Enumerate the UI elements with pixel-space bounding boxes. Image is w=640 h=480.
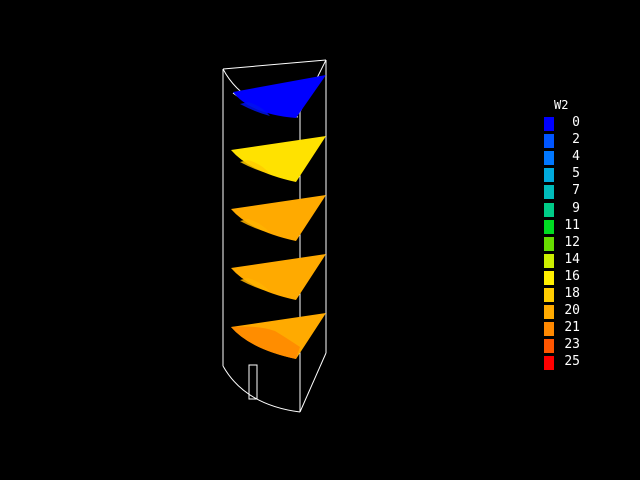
- legend-value: 12: [564, 234, 580, 250]
- legend-value: 11: [564, 217, 580, 233]
- legend-value: 2: [572, 132, 580, 148]
- legend-swatch: [544, 253, 554, 268]
- legend-entry: 23: [540, 337, 600, 354]
- slice-fill: [231, 254, 326, 300]
- slice-accent: [240, 102, 270, 116]
- slice-lower: [231, 254, 326, 300]
- legend-entry: 4: [540, 149, 600, 166]
- slice-fill: [233, 75, 326, 118]
- legend-swatch: [544, 356, 554, 371]
- legend-swatch: [544, 151, 554, 166]
- legend-entry: 12: [540, 235, 600, 252]
- slice-top: [233, 75, 326, 118]
- slice-middle: [231, 195, 326, 241]
- legend-value: 7: [572, 183, 580, 199]
- legend-value: 9: [572, 200, 580, 216]
- legend-entry: 16: [540, 269, 600, 286]
- legend-swatch: [544, 219, 554, 234]
- legend-value: 14: [564, 251, 580, 267]
- legend-swatch: [544, 305, 554, 320]
- slice-accent: [231, 326, 300, 359]
- legend-entry: 25: [540, 354, 600, 371]
- slice-fill: [231, 195, 326, 241]
- legend-entry: 11: [540, 218, 600, 235]
- slice-accent: [240, 219, 270, 233]
- slice-upper: [231, 136, 326, 182]
- legend-value: 23: [564, 337, 580, 353]
- legend-swatch: [544, 134, 554, 149]
- slice-fill: [231, 136, 326, 182]
- legend-entry: 0: [540, 115, 600, 132]
- legend-entry: 20: [540, 303, 600, 320]
- outline-bottom-side: [299, 352, 327, 413]
- slice-accent: [240, 160, 270, 174]
- legend-entry: 9: [540, 201, 600, 218]
- legend-entry: 5: [540, 166, 600, 183]
- legend-entry: 18: [540, 286, 600, 303]
- slice-group: [231, 75, 326, 359]
- legend-swatch: [544, 270, 554, 285]
- legend-entry: 21: [540, 320, 600, 337]
- outline-top-back: [222, 59, 327, 70]
- legend-swatch: [544, 339, 554, 354]
- legend-swatch: [544, 236, 554, 251]
- slice-bottom: [231, 313, 326, 359]
- legend-value: 16: [564, 268, 580, 284]
- legend-entry: 7: [540, 183, 600, 200]
- legend-entry: 14: [540, 252, 600, 269]
- legend-value: 0: [572, 115, 580, 130]
- legend-swatch: [544, 288, 554, 302]
- legend-entry: 2: [540, 132, 600, 149]
- legend-value: 18: [564, 286, 580, 301]
- legend-swatch: [544, 117, 554, 131]
- legend-title: W2: [554, 98, 569, 112]
- legend-value: 21: [564, 320, 580, 336]
- legend-value: 20: [564, 303, 580, 319]
- legend-value: 25: [564, 354, 580, 370]
- legend-value: 5: [572, 166, 580, 182]
- legend-swatch: [544, 202, 554, 217]
- outline-bottom-arc: [222, 365, 301, 413]
- legend-swatch: [544, 322, 554, 337]
- legend-swatch: [544, 185, 554, 200]
- legend-value: 4: [572, 149, 580, 165]
- outline-small-slot: [248, 364, 258, 400]
- legend-swatch: [544, 168, 554, 183]
- slice-accent: [240, 278, 270, 292]
